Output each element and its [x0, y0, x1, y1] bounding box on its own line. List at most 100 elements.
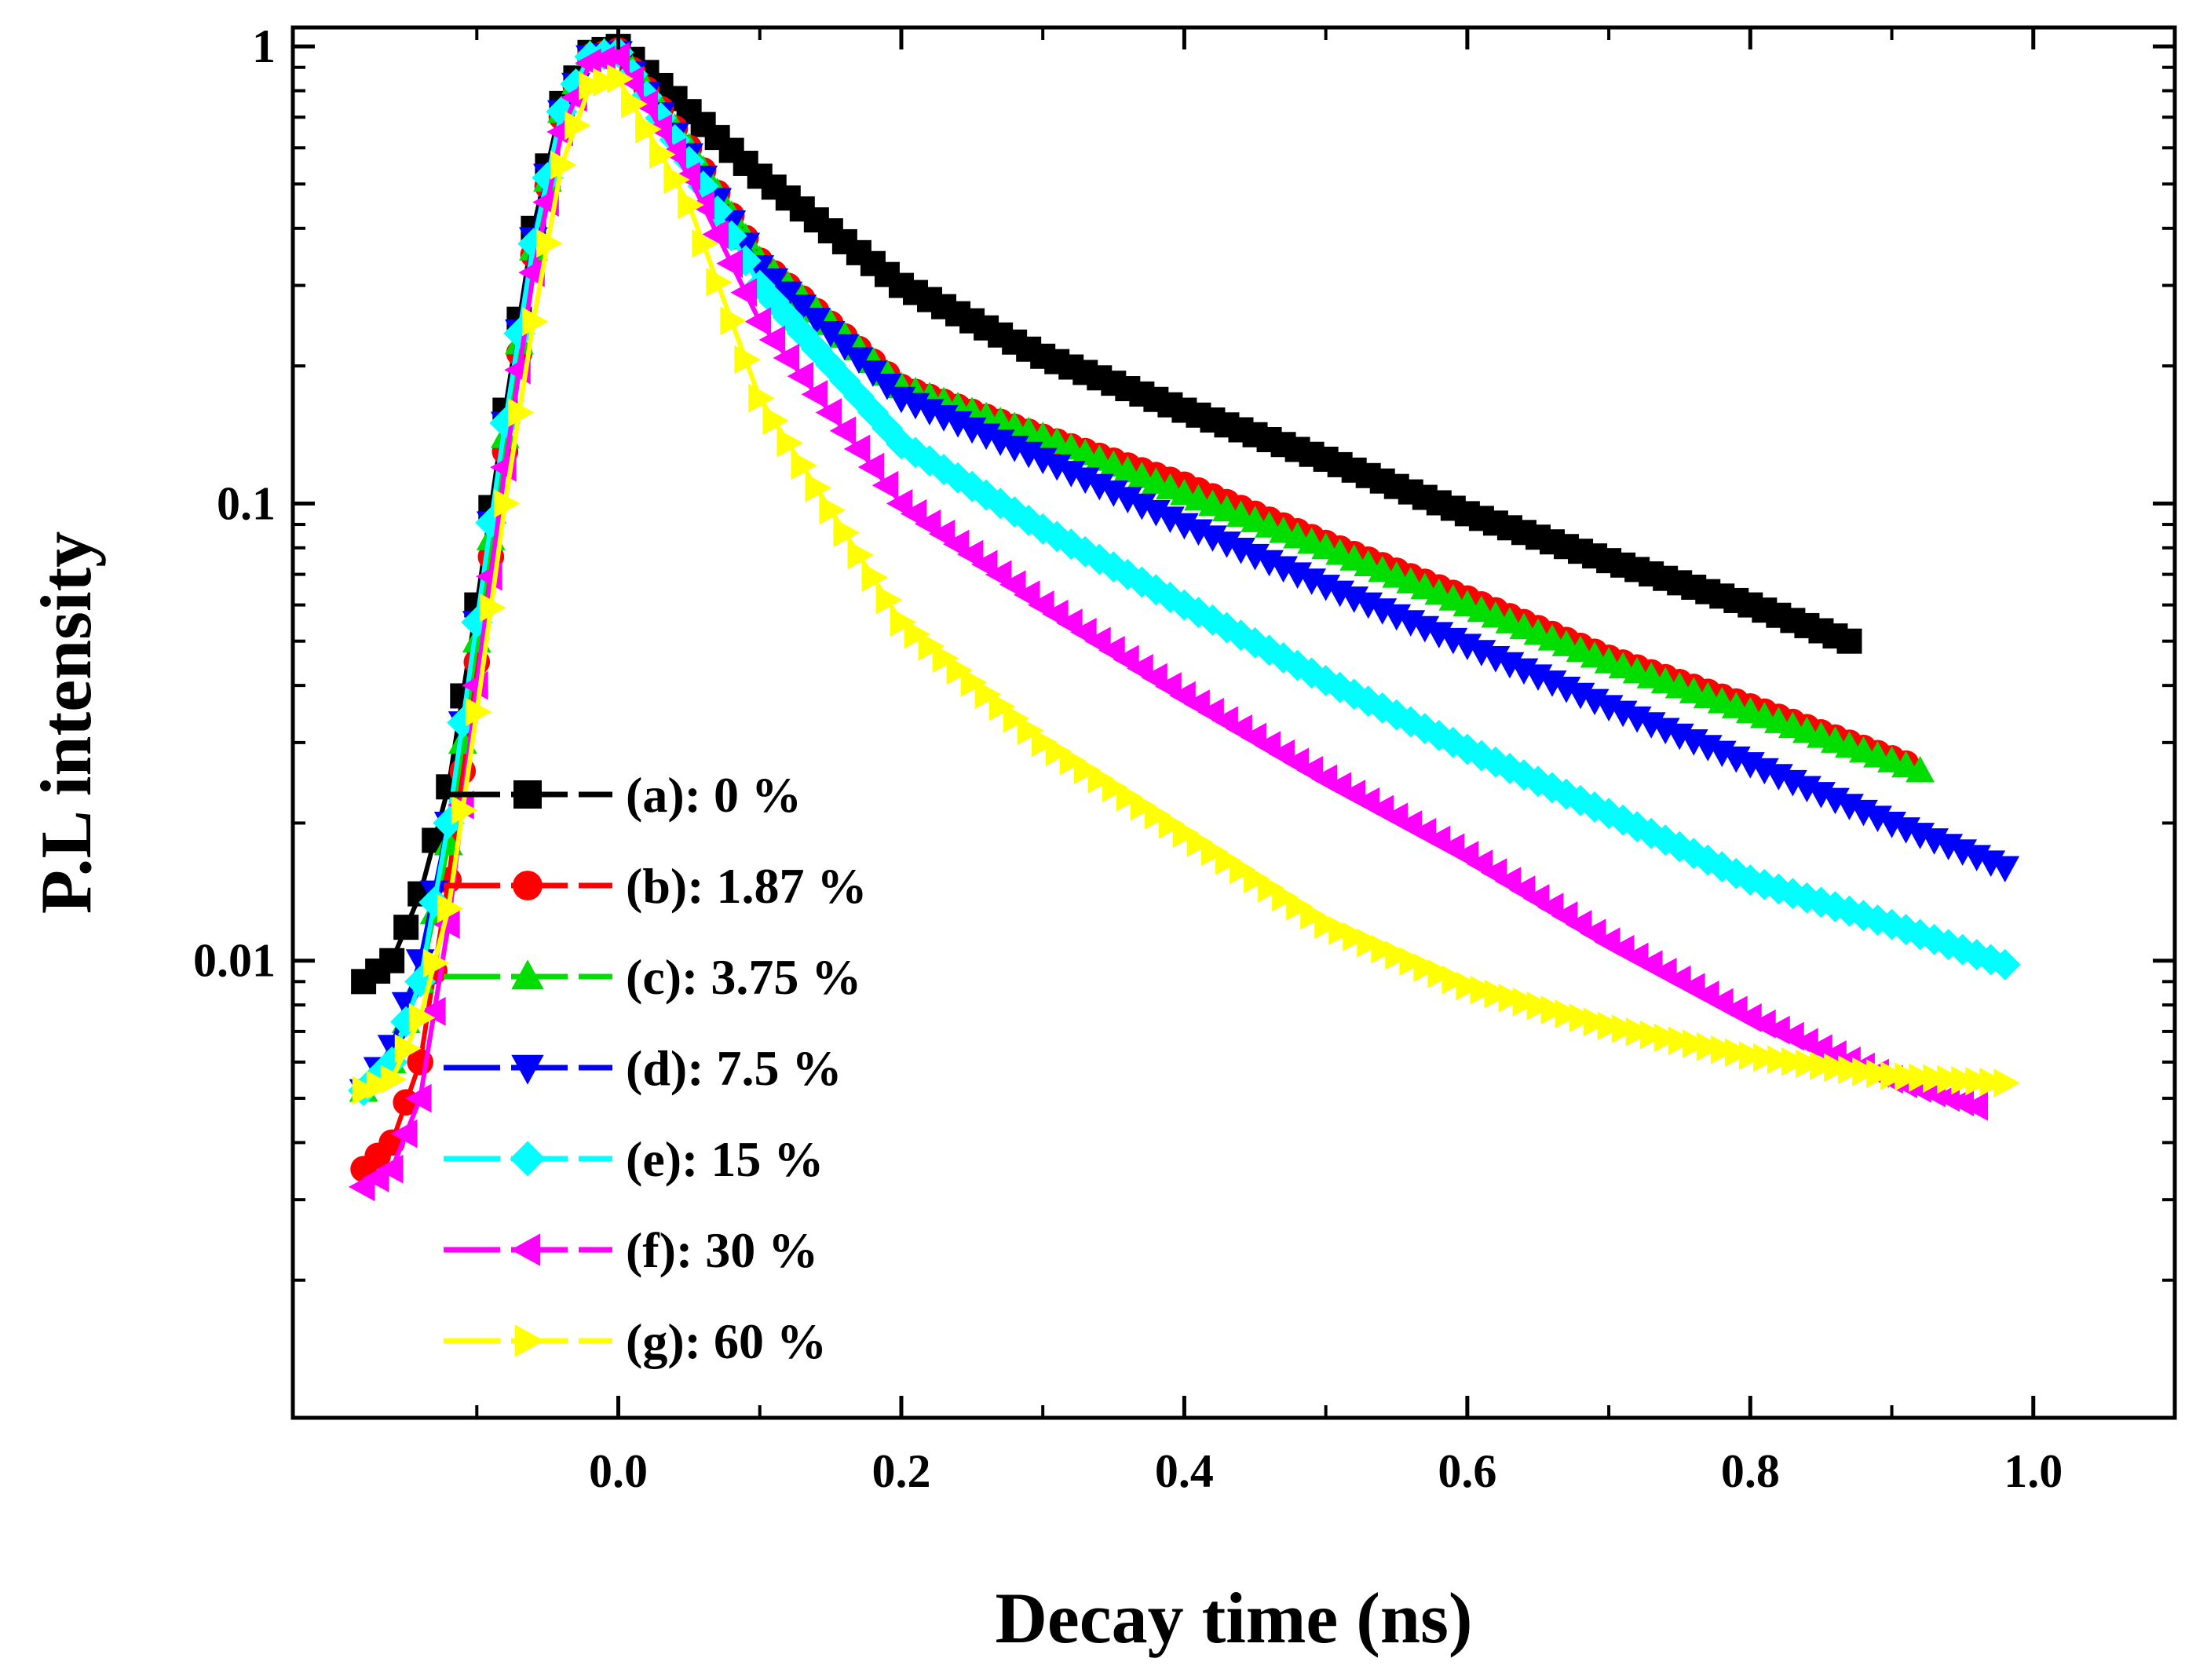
- data-point: [1158, 809, 1186, 839]
- series-line: [362, 43, 1851, 984]
- series-5: [348, 42, 1989, 1202]
- data-point: [678, 190, 704, 220]
- data-point: [1073, 755, 1101, 784]
- data-point: [1796, 1049, 1822, 1079]
- data-point: [1961, 1091, 1989, 1121]
- data-point: [1852, 1057, 1879, 1087]
- data-point: [405, 1083, 432, 1113]
- data-point: [1456, 971, 1483, 1001]
- data-point: [660, 137, 687, 167]
- data-point: [493, 489, 521, 518]
- legend-marker: [511, 1054, 544, 1085]
- data-point: [1272, 882, 1299, 912]
- data-point: [918, 631, 945, 661]
- data-point: [890, 608, 917, 637]
- legend-item: (b): 1.87 %: [444, 858, 868, 914]
- data-point: [1230, 855, 1256, 885]
- data-point: [1017, 716, 1044, 745]
- data-point: [379, 948, 405, 973]
- data-point: [773, 343, 800, 373]
- data-point: [847, 540, 875, 570]
- data-point: [465, 697, 492, 727]
- data-point: [1710, 1035, 1737, 1065]
- data-point: [1512, 987, 1540, 1017]
- series-3: [349, 41, 2020, 1106]
- data-point: [1484, 979, 1511, 1009]
- data-point: [1498, 983, 1526, 1013]
- data-point: [1696, 1032, 1723, 1061]
- data-point: [801, 379, 828, 409]
- data-point: [1244, 864, 1270, 893]
- data-point: [1611, 1014, 1639, 1043]
- data-point: [1286, 891, 1313, 921]
- data-point: [1909, 1063, 1935, 1093]
- data-point: [663, 165, 690, 195]
- legend-marker: [514, 1324, 545, 1357]
- data-point: [960, 667, 988, 697]
- data-point: [1003, 703, 1030, 733]
- data-point: [833, 518, 860, 547]
- data-point: [875, 585, 903, 615]
- data-point: [1087, 764, 1115, 794]
- legend-item: (g): 60 %: [444, 1313, 827, 1369]
- data-point: [1059, 746, 1087, 776]
- data-point: [1187, 827, 1214, 857]
- legend-label: (g): 60 %: [626, 1313, 827, 1369]
- data-point: [1569, 1003, 1596, 1033]
- data-point: [565, 111, 591, 141]
- data-point: [1583, 1007, 1610, 1037]
- data-point: [521, 307, 549, 337]
- data-point: [787, 361, 814, 391]
- data-point: [744, 307, 772, 337]
- data-point: [518, 257, 545, 287]
- data-point: [1555, 999, 1582, 1028]
- data-point: [843, 434, 871, 464]
- data-point: [1343, 922, 1369, 951]
- data-point: [734, 345, 761, 374]
- data-point: [1540, 995, 1568, 1024]
- data-point: [702, 220, 729, 249]
- data-point: [1990, 856, 2020, 883]
- data-point: [1215, 845, 1242, 875]
- data-point: [394, 1034, 422, 1064]
- series-4: [348, 36, 2021, 1107]
- data-point: [1470, 975, 1497, 1005]
- data-point: [1045, 737, 1072, 766]
- data-point: [1895, 1062, 1921, 1091]
- data-point: [748, 383, 775, 413]
- data-point: [437, 893, 464, 923]
- data-point: [1031, 728, 1058, 758]
- data-point: [1639, 1020, 1667, 1050]
- data-point: [1653, 1023, 1681, 1053]
- data-point: [451, 795, 478, 825]
- data-point: [1951, 1065, 1978, 1095]
- data-point: [974, 680, 1002, 709]
- plot-area: [348, 34, 2021, 1202]
- y-tick-label: 1: [252, 20, 276, 72]
- data-point: [1357, 928, 1383, 958]
- data-point: [593, 68, 619, 97]
- data-point: [758, 325, 786, 355]
- x-tick-label: 0.8: [1721, 1445, 1780, 1497]
- data-point: [1824, 1053, 1851, 1083]
- data-point: [352, 1076, 379, 1105]
- series-0: [351, 34, 1862, 995]
- plot-frame: [290, 25, 2177, 1420]
- data-point: [1441, 965, 1469, 995]
- data-point: [1993, 1068, 2020, 1097]
- data-point: [1989, 948, 2021, 981]
- data-point: [1781, 1046, 1808, 1076]
- data-point: [1130, 791, 1157, 821]
- data-point: [1427, 959, 1455, 988]
- data-point: [621, 89, 648, 119]
- legend-marker: [510, 1233, 541, 1266]
- data-point: [1838, 1055, 1865, 1085]
- data-point: [720, 306, 747, 336]
- legend-marker: [513, 780, 542, 809]
- legend-label: (d): 7.5 %: [626, 1040, 842, 1096]
- x-tick-label: 0.0: [589, 1445, 648, 1497]
- data-point: [776, 428, 803, 458]
- data-point: [1965, 1066, 1992, 1096]
- data-point: [1173, 818, 1200, 848]
